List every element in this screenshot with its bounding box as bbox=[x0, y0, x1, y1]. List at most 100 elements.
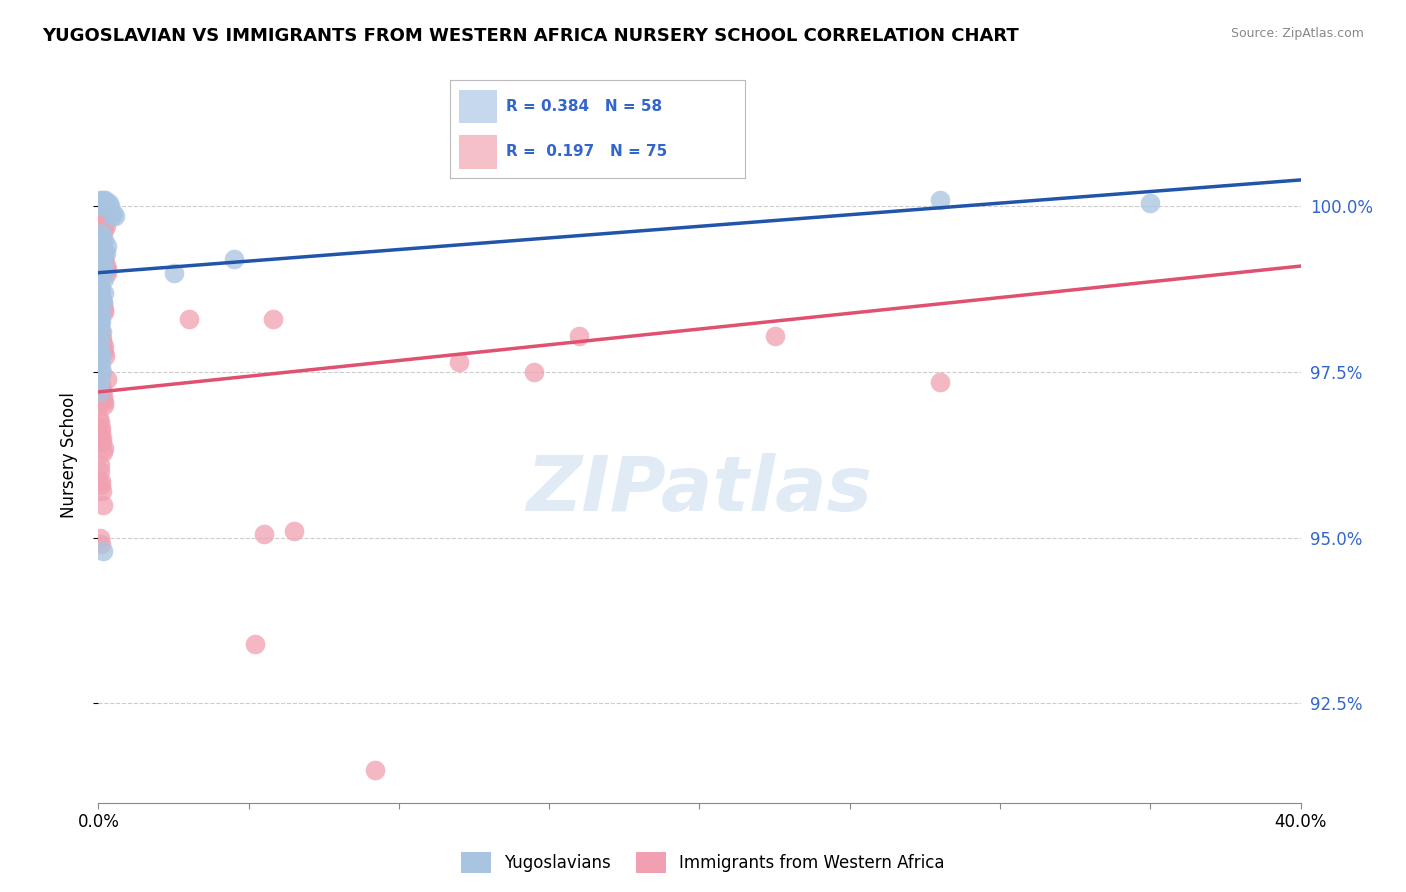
Point bbox=[89, 372, 111, 386]
Point bbox=[91, 444, 114, 458]
Point bbox=[89, 411, 111, 425]
Point bbox=[93, 216, 115, 230]
Bar bbox=[458, 136, 498, 169]
Point bbox=[91, 342, 114, 356]
Point bbox=[90, 421, 112, 435]
Point bbox=[91, 434, 114, 449]
Point bbox=[93, 442, 115, 456]
Point bbox=[91, 252, 114, 267]
Point bbox=[283, 524, 305, 538]
Point bbox=[93, 249, 115, 263]
Point bbox=[90, 233, 112, 247]
Point bbox=[89, 318, 111, 333]
Point bbox=[90, 326, 112, 340]
Point bbox=[89, 425, 111, 439]
Point bbox=[93, 345, 115, 359]
Point bbox=[91, 295, 114, 310]
Point bbox=[89, 210, 111, 224]
Point bbox=[94, 259, 117, 273]
Point bbox=[89, 312, 111, 326]
Point bbox=[90, 315, 112, 329]
Point bbox=[91, 266, 114, 280]
Point bbox=[91, 229, 114, 244]
Point bbox=[89, 259, 111, 273]
Point bbox=[90, 289, 112, 303]
Point bbox=[162, 266, 184, 280]
Point bbox=[96, 372, 118, 386]
Point bbox=[101, 210, 124, 224]
Point bbox=[90, 199, 112, 213]
Text: ZIPatlas: ZIPatlas bbox=[526, 453, 873, 526]
Point bbox=[90, 349, 112, 363]
Text: Source: ZipAtlas.com: Source: ZipAtlas.com bbox=[1230, 27, 1364, 40]
Point bbox=[1139, 196, 1161, 211]
Point bbox=[90, 431, 112, 445]
Point bbox=[91, 388, 114, 402]
Point bbox=[91, 365, 114, 379]
Point bbox=[90, 235, 112, 250]
Point bbox=[90, 282, 112, 296]
Point bbox=[93, 243, 115, 257]
Point bbox=[91, 299, 114, 313]
Point bbox=[93, 259, 115, 273]
Point bbox=[90, 378, 112, 392]
Point bbox=[91, 382, 114, 396]
Point bbox=[90, 196, 112, 211]
Point bbox=[89, 305, 111, 319]
Point bbox=[93, 338, 115, 352]
Point bbox=[94, 219, 117, 234]
Point bbox=[93, 398, 115, 412]
Point bbox=[89, 285, 111, 300]
Point bbox=[91, 239, 114, 253]
Point bbox=[89, 318, 111, 333]
Point bbox=[91, 245, 114, 260]
Point bbox=[90, 359, 112, 373]
Point bbox=[103, 206, 125, 220]
Point bbox=[93, 222, 115, 236]
Point bbox=[90, 368, 112, 383]
Point bbox=[91, 484, 114, 499]
Point bbox=[93, 199, 115, 213]
Point bbox=[89, 279, 111, 293]
Point bbox=[91, 332, 114, 346]
Point bbox=[90, 335, 112, 350]
Legend: Yugoslavians, Immigrants from Western Africa: Yugoslavians, Immigrants from Western Af… bbox=[454, 846, 952, 880]
Point bbox=[90, 239, 112, 253]
Point bbox=[96, 199, 118, 213]
Y-axis label: Nursery School: Nursery School bbox=[59, 392, 77, 518]
Point bbox=[89, 384, 111, 399]
Point bbox=[253, 527, 276, 541]
Point bbox=[222, 252, 245, 267]
Point bbox=[90, 216, 112, 230]
Point bbox=[91, 210, 114, 224]
Point bbox=[91, 193, 114, 207]
Text: YUGOSLAVIAN VS IMMIGRANTS FROM WESTERN AFRICA NURSERY SCHOOL CORRELATION CHART: YUGOSLAVIAN VS IMMIGRANTS FROM WESTERN A… bbox=[42, 27, 1019, 45]
Point bbox=[89, 415, 111, 429]
Point bbox=[89, 365, 111, 379]
Point bbox=[93, 395, 115, 409]
Point bbox=[90, 475, 112, 489]
Point bbox=[89, 465, 111, 479]
Point bbox=[89, 351, 111, 366]
Point bbox=[89, 193, 111, 207]
Point bbox=[93, 252, 115, 267]
Point bbox=[100, 199, 122, 213]
Point bbox=[89, 338, 111, 352]
Point bbox=[89, 531, 111, 545]
Point bbox=[91, 292, 114, 306]
Point bbox=[90, 266, 112, 280]
Point bbox=[90, 226, 112, 240]
Point bbox=[90, 289, 112, 303]
Point bbox=[91, 326, 114, 340]
Text: R =  0.197   N = 75: R = 0.197 N = 75 bbox=[506, 145, 668, 160]
Point bbox=[89, 345, 111, 359]
Point bbox=[763, 328, 786, 343]
Point bbox=[93, 305, 115, 319]
Point bbox=[87, 361, 110, 376]
Point bbox=[96, 239, 118, 253]
Point bbox=[523, 365, 546, 379]
Point bbox=[93, 233, 115, 247]
Point bbox=[93, 302, 115, 317]
Point bbox=[97, 196, 120, 211]
Point bbox=[90, 477, 112, 491]
